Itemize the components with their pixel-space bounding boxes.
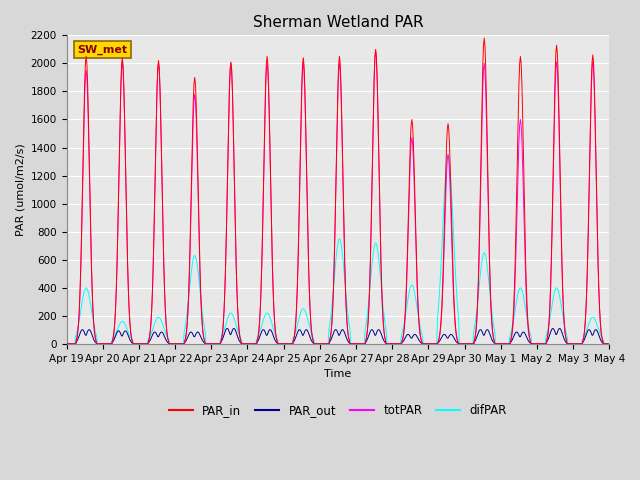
Legend: PAR_in, PAR_out, totPAR, difPAR: PAR_in, PAR_out, totPAR, difPAR [164,399,511,421]
X-axis label: Time: Time [324,369,351,379]
Text: SW_met: SW_met [77,45,127,55]
Y-axis label: PAR (umol/m2/s): PAR (umol/m2/s) [15,143,25,236]
Title: Sherman Wetland PAR: Sherman Wetland PAR [253,15,423,30]
